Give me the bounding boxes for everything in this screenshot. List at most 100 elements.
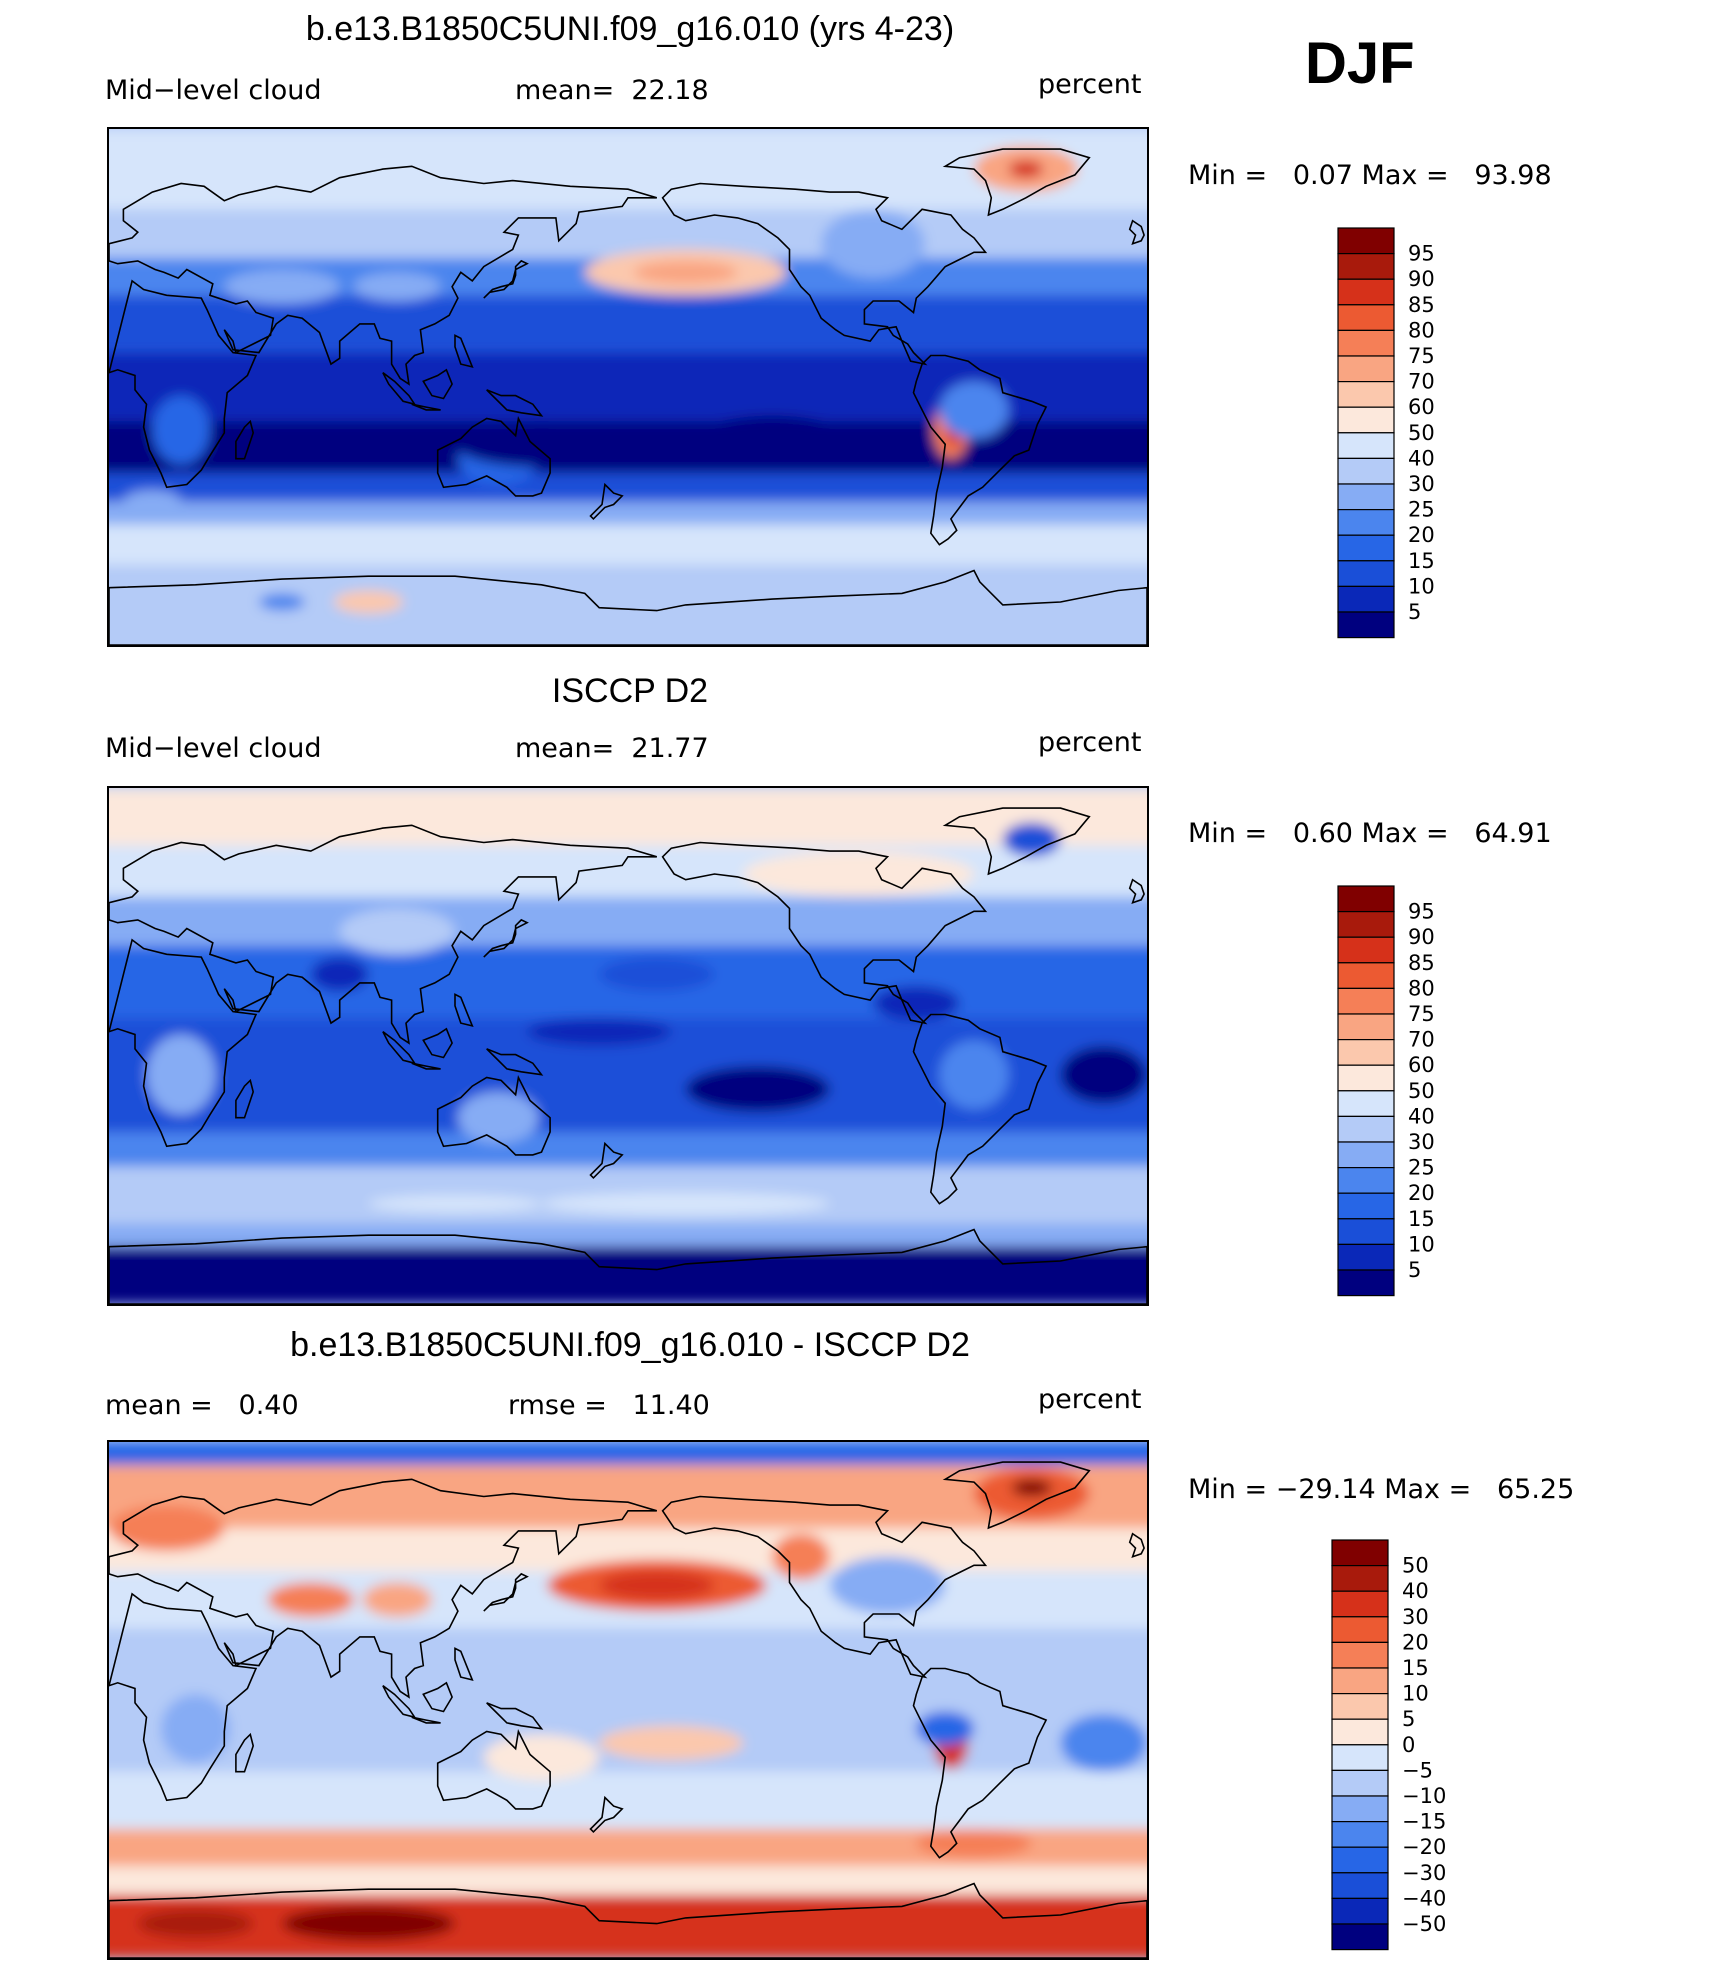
- map2-field-blob-5: [1060, 1046, 1147, 1104]
- map3-band-0: [109, 1442, 1147, 1465]
- colorbar-2-box-2: [1337, 936, 1395, 964]
- map3-field-blob-14: [916, 1829, 1032, 1858]
- map2-band-6: [109, 1132, 1147, 1167]
- map1-band-7: [109, 501, 1147, 525]
- map3-coastline-8: [1128, 1532, 1145, 1558]
- map2-field-blob-9: [339, 908, 455, 955]
- colorbar-2-box-5: [1337, 1013, 1395, 1041]
- map3-field-blob-4: [267, 1582, 355, 1617]
- colorbar-2-label-0: 95: [1408, 900, 1435, 924]
- map1-field-blob-10: [939, 381, 1009, 439]
- panel-1-minmax: Min = 0.07 Max = 93.98: [1188, 160, 1552, 191]
- map2-coastline-13: [486, 1048, 544, 1076]
- map1-coastline-0: [109, 279, 258, 489]
- map3-coastline-6: [109, 1882, 1147, 1958]
- map1-coastline-1: [109, 165, 658, 386]
- map2-field-blob-6: [599, 957, 715, 992]
- colorbar-3-box-6: [1331, 1693, 1389, 1720]
- colorbar-2-label-10: 25: [1408, 1156, 1435, 1180]
- map2-band-0: [109, 788, 1147, 846]
- colorbar-1-box-13: [1337, 560, 1395, 587]
- map2-coastline-5: [942, 807, 1091, 876]
- colorbar-1-box-11: [1337, 509, 1395, 536]
- colorbar-1-box-14: [1337, 585, 1395, 613]
- map2-field-blob-8: [310, 957, 369, 992]
- colorbar-1-label-10: 25: [1408, 498, 1435, 522]
- colorbar-2-box-13: [1337, 1218, 1395, 1245]
- map3-band-1: [109, 1464, 1147, 1528]
- colorbar-3-box-4: [1331, 1641, 1389, 1669]
- map3-coastline-3: [661, 1495, 988, 1679]
- map3-field-blob-9: [483, 1734, 600, 1781]
- colorbar-3-box-11: [1331, 1821, 1389, 1848]
- colorbar-2-box-10: [1337, 1141, 1395, 1169]
- map3-field-blob-7: [916, 1711, 975, 1746]
- colorbar-1-label-6: 60: [1408, 395, 1435, 419]
- colorbar-1-label-8: 40: [1408, 446, 1435, 470]
- colorbar-2-label-14: 5: [1408, 1258, 1421, 1282]
- colorbar-1-label-12: 15: [1408, 549, 1435, 573]
- map1-coastline-13: [486, 389, 544, 417]
- map2-coastline-1: [109, 824, 658, 1045]
- map2-coastline-12: [411, 1062, 441, 1070]
- map3-coastline-5: [942, 1461, 1091, 1530]
- colorbar-2-box-6: [1337, 1039, 1395, 1066]
- map1-field-blob-1: [633, 260, 738, 284]
- map1-field-blob-11: [821, 209, 925, 279]
- colorbar-2-box-7: [1337, 1064, 1395, 1092]
- map3-band-8: [109, 1894, 1147, 1958]
- map2-coastline-15: [454, 993, 474, 1028]
- colorbar-3-box-1: [1331, 1565, 1389, 1592]
- map3-coastline-0: [109, 1592, 258, 1802]
- colorbar-3-box-5: [1331, 1667, 1389, 1695]
- colorbar-1-box-9: [1337, 457, 1395, 485]
- colorbar-3-box-14: [1331, 1897, 1389, 1925]
- map3-coastline-7: [483, 1572, 529, 1612]
- map3-coastline-1: [109, 1478, 658, 1699]
- map1-field-blob-9: [354, 272, 441, 301]
- colorbar-3-label-7: 0: [1402, 1733, 1415, 1757]
- map2-coastline-14: [589, 1141, 624, 1180]
- map1-coastline-5: [942, 148, 1091, 217]
- colorbar-1-box-4: [1337, 329, 1395, 357]
- colorbar-3-label-9: −10: [1402, 1784, 1446, 1808]
- colorbar-1-label-5: 70: [1408, 370, 1435, 394]
- colorbar-2-box-3: [1337, 962, 1395, 990]
- colorbar-3-label-11: −20: [1402, 1835, 1446, 1859]
- colorbar-2-label-8: 40: [1408, 1104, 1435, 1128]
- map2-coastline-6: [109, 1228, 1147, 1304]
- map3-coastline-15: [454, 1647, 474, 1682]
- map2-band-2: [109, 896, 1147, 946]
- map1-coastline-2: [436, 415, 551, 497]
- colorbar-1-box-12: [1337, 534, 1395, 562]
- panel-1-title: b.e13.B1850C5UNI.f09_g16.010 (yrs 4-23): [305, 10, 955, 48]
- colorbar-3-box-15: [1331, 1923, 1389, 1951]
- map1-coastline-7: [483, 259, 529, 299]
- colorbar-1-box-10: [1337, 483, 1395, 511]
- colorbar-2-label-2: 85: [1408, 951, 1435, 975]
- map1-coastline-4: [912, 354, 1048, 546]
- colorbar-2-box-1: [1337, 911, 1395, 938]
- colorbar-3-box-12: [1331, 1846, 1389, 1874]
- panel-1-units-label: percent: [1038, 69, 1142, 100]
- colorbar-3-label-8: −5: [1402, 1758, 1433, 1782]
- map3-field-blob-10: [109, 1505, 225, 1551]
- map1-coastline-14: [589, 482, 624, 521]
- colorbar-2-label-1: 90: [1408, 925, 1435, 949]
- panel-3-units-label: percent: [1038, 1384, 1142, 1415]
- map1-band-3: [109, 295, 1147, 353]
- panel-1-variable-label: Mid−level cloud: [105, 75, 322, 106]
- map1-field-blob-6: [152, 395, 210, 465]
- colorbar-3-box-2: [1331, 1590, 1389, 1618]
- map3-field-blob-5: [362, 1582, 432, 1617]
- colorbar-2-box-0: [1337, 885, 1395, 913]
- map3-coastline-13: [486, 1702, 544, 1730]
- map2-coastline-8: [1128, 878, 1145, 904]
- map3-coastline-12: [411, 1716, 441, 1724]
- map2-coastline-9: [235, 1078, 255, 1119]
- colorbar-2-label-13: 10: [1408, 1232, 1435, 1256]
- map3-band-5: [109, 1771, 1147, 1829]
- colorbar-3-label-2: 30: [1402, 1605, 1429, 1629]
- colorbar-1-box-5: [1337, 355, 1395, 383]
- map1-field-blob-14: [123, 490, 182, 514]
